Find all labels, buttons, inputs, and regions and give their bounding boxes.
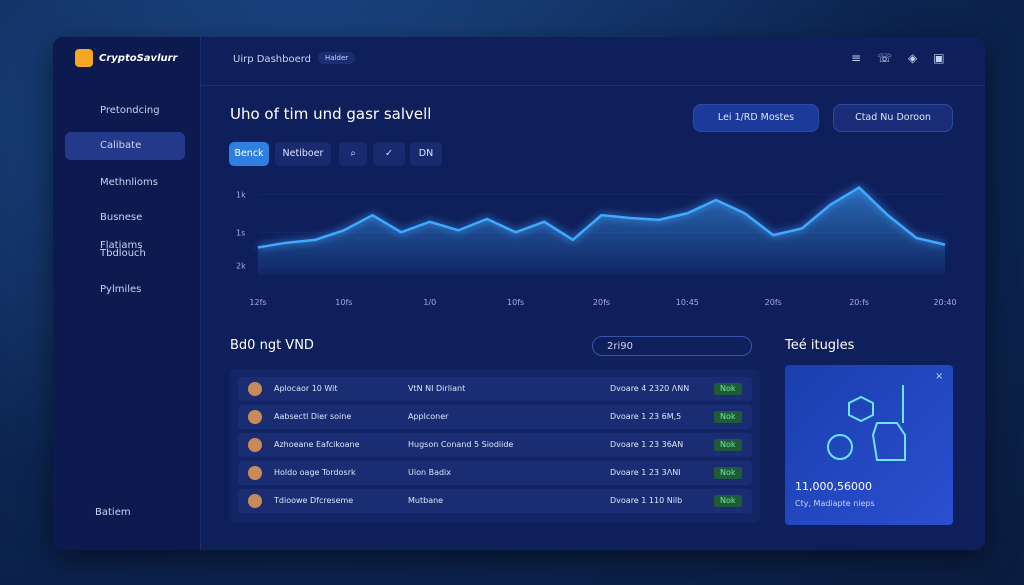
x-tick-label: 10fs	[507, 298, 524, 307]
table-cell: Aabsectl Dier soine	[274, 412, 352, 421]
logo[interactable]: CryptoSavlurr	[75, 49, 177, 67]
table-cell: Dvoare 1 110 Nilb	[610, 496, 683, 505]
y-tick-label: 2k	[236, 262, 246, 271]
toolbar-icons: ≡☏◈▣	[851, 51, 961, 65]
nav-item[interactable]: Tbdlouch	[100, 248, 146, 259]
card-value: 11,000,56000	[795, 480, 872, 493]
table-cell: Uion Badix	[408, 468, 452, 477]
x-tick-label: 20:40	[933, 298, 956, 307]
table-row: Aplocaor 10 Wit VtN NI Dirliant Dvoare 4 2…	[238, 377, 752, 401]
badge: Halder	[318, 52, 356, 64]
avatar	[248, 494, 262, 508]
status-badge: Nok	[714, 495, 742, 507]
close-button[interactable]: ×	[935, 371, 944, 382]
nav-item[interactable]: Calibate	[65, 132, 185, 160]
x-tick-label: 20:fs	[849, 298, 869, 307]
line-area	[258, 187, 945, 275]
table-cell: Holdo oage Tordosrk	[274, 468, 356, 477]
table-cell: Dvoare 4 2320 ΛΝΝ	[610, 384, 690, 393]
search-button[interactable]: ⌕	[339, 142, 367, 166]
dashboard-label: Uirp Dashboerd	[233, 54, 312, 65]
divider	[200, 85, 985, 86]
account-menu[interactable]: Batiem	[95, 507, 131, 518]
x-tick-label: 10fs	[335, 298, 352, 307]
avatar	[248, 410, 262, 424]
table-cell: Tdioowe Dfcreseme	[274, 496, 354, 505]
table-cell: Aplocaor 10 Wit	[274, 384, 338, 393]
dropdown[interactable]: 2ri90	[592, 336, 752, 356]
feature-card: 11,000,56000 Cty, Madiapte nieps ×	[785, 365, 953, 525]
status-badge: Nok	[714, 439, 742, 451]
nav-item[interactable]: Pretondcing	[100, 105, 160, 116]
table-row: Azhoeane Eafcikoane Hugson Conand 5 Siodi…	[238, 433, 752, 457]
tab[interactable]: DN	[410, 142, 442, 166]
illustration	[827, 385, 906, 461]
table-cell: Dvoare 1 23 36AN	[610, 440, 684, 449]
table-cell: VtN NI Dirliant	[408, 384, 466, 393]
table-row: Aabsectl Dier soine Applconer Dvoare 1 23 …	[238, 405, 752, 429]
x-tick-label: 12fs	[249, 298, 266, 307]
tab[interactable]: Netiboer	[275, 142, 331, 166]
section-title: Teé itugles	[785, 338, 855, 353]
app-window: CryptoSavlurr Pretondcing Calibate Methn…	[53, 37, 985, 550]
check-button[interactable]: ✓	[373, 142, 405, 166]
button[interactable]: Ctad Nu Doroon	[833, 104, 953, 132]
sidebar: CryptoSavlurr Pretondcing Calibate Methn…	[53, 37, 201, 550]
page-title: Uho of tim und gasr salvell	[230, 105, 432, 123]
tab[interactable]: Benck	[229, 142, 269, 166]
avatar	[248, 382, 262, 396]
line	[257, 186, 946, 249]
line-chart: 2k 1s 1k 12fs 10fs 1/0 10fs 20fs 10:45 20fs 20:fs 2…	[236, 186, 957, 307]
table-row: Tdioowe Dfcreseme Mutbane Dvoare 1 110 Nil…	[238, 489, 752, 513]
button[interactable]: Lei 1/RD Mostes	[693, 104, 819, 132]
y-tick-label: 1s	[236, 228, 245, 237]
x-tick-label: 20fs	[765, 298, 782, 307]
status-badge: Nok	[714, 467, 742, 479]
avatar	[248, 466, 262, 480]
table-cell: Mutbane	[408, 496, 444, 505]
card-caption: Cty, Madiapte nieps	[795, 499, 875, 508]
avatar	[248, 438, 262, 452]
table-cell: Applconer	[408, 412, 449, 421]
x-tick-label: 20fs	[593, 298, 610, 307]
table-cell: Dvoare 1 23 3ΛΝΙ	[610, 468, 681, 477]
nav-item[interactable]: Pylmiles	[100, 284, 142, 295]
x-tick-label: 10:45	[676, 298, 699, 307]
table-row: Holdo oage Tordosrk Uion Badix Dvoare 1 23…	[238, 461, 752, 485]
table-cell: Azhoeane Eafcikoane	[274, 440, 360, 449]
table: Aplocaor 10 Wit VtN NI Dirliant Dvoare 4 2…	[230, 369, 760, 523]
x-tick-label: 1/0	[423, 298, 436, 307]
table-cell: Dvoare 1 23 6M,5	[610, 412, 682, 421]
section-title: Bd0 ngt VND	[230, 338, 314, 353]
nav-item[interactable]: Busnese Flatiams	[100, 212, 143, 251]
table-cell: Hugson Conand 5 Siodiide	[408, 440, 514, 449]
nav-item[interactable]: Methnlioms	[100, 177, 159, 188]
status-badge: Nok	[714, 411, 742, 423]
y-tick-label: 1k	[236, 190, 246, 199]
status-badge: Nok	[714, 383, 742, 395]
